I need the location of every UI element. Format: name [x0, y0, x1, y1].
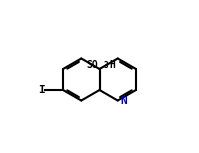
- Text: SO: SO: [86, 60, 98, 70]
- Text: I: I: [38, 85, 44, 95]
- Text: 3: 3: [104, 61, 109, 70]
- Text: N: N: [120, 95, 127, 106]
- Text: H: H: [109, 60, 115, 70]
